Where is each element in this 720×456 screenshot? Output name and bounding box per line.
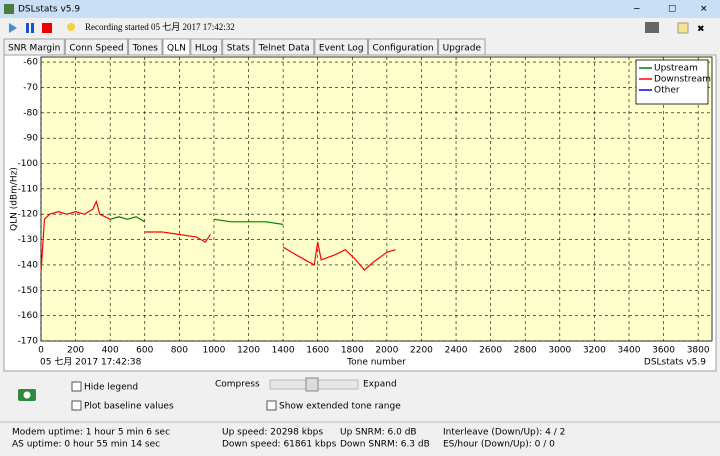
series-line	[110, 216, 284, 225]
tab-label: QLN	[167, 44, 186, 54]
x-tick-label: 3200	[583, 346, 606, 356]
x-tick-label: 200	[67, 346, 84, 356]
x-tick-label: 600	[136, 346, 153, 356]
x-tick-label: 3000	[548, 346, 571, 356]
x-tick-label: 3600	[652, 346, 675, 356]
minimize[interactable]: ─	[633, 5, 640, 15]
y-tick-label: -150	[18, 286, 39, 296]
chart-timestamp: 05 七月 2017 17:42:38	[40, 357, 142, 368]
window-icon[interactable]	[645, 22, 659, 33]
toolbar	[0, 18, 720, 38]
y-tick-label: -160	[18, 311, 39, 321]
x-tick-label: 800	[171, 346, 188, 356]
y-tick-label: -170	[18, 337, 39, 347]
pause-button[interactable]	[26, 23, 29, 33]
app-icon	[4, 4, 14, 14]
x-tick-label: 1200	[237, 346, 260, 356]
x-tick-label: 1800	[341, 346, 364, 356]
y-tick-label: -90	[23, 134, 38, 144]
tab-label: Upgrade	[443, 44, 482, 54]
tab-label: Configuration	[373, 44, 434, 54]
expand-label: Expand	[363, 380, 397, 390]
x-tick-label: 2600	[479, 346, 502, 356]
y-tick-label: -140	[18, 260, 39, 270]
tab-label: SNR Margin	[8, 44, 60, 54]
chart-credit: DSLstats v5.9	[644, 358, 706, 368]
x-axis-label: Tone number	[346, 358, 406, 368]
slider-thumb[interactable]	[305, 377, 319, 392]
status-item: Up speed: 20298 kbps	[222, 428, 323, 438]
recording-status: Recording started 05 七月 2017 17:42:32	[85, 22, 235, 32]
plot-area	[40, 56, 713, 342]
y-tick-label: -120	[18, 210, 39, 220]
checkbox[interactable]	[71, 381, 82, 392]
chart: -60 -70 -80 -90 -100 -110 -120 -130 -140 -150 -160…	[10, 56, 713, 368]
maximize[interactable]: ☐	[668, 5, 676, 15]
x-tick-label: 3800	[687, 346, 710, 356]
close[interactable]: ✕	[700, 5, 708, 15]
x-tick-label: 2800	[514, 346, 537, 356]
y-tick-label: -70	[23, 83, 38, 93]
play-button[interactable]	[9, 23, 17, 33]
note-icon[interactable]	[677, 22, 689, 34]
status-bar: Modem uptime: 1 hour 5 min 6 sec AS uptim…	[12, 428, 565, 450]
y-axis-label: QLN (dBm/Hz)	[10, 167, 20, 231]
window-title: DSLstats v5.9	[18, 5, 80, 15]
x-tick-label: 2200	[410, 346, 433, 356]
tab-label: Tones	[132, 44, 159, 54]
status-item: Down SNRM: 6.3 dB	[340, 440, 430, 450]
tab-label: HLog	[195, 44, 218, 54]
exit-icon[interactable]: ✖	[697, 25, 705, 35]
x-tick-label: 1600	[306, 346, 329, 356]
compress-label: Compress	[215, 380, 260, 390]
tab-label: Stats	[227, 44, 250, 54]
status-item: Interleave (Down/Up): 4 / 2	[443, 428, 565, 438]
extended-range-label: Show extended tone range	[279, 402, 401, 412]
x-tick-label: 1000	[202, 346, 225, 356]
legend-label: Upstream	[654, 64, 698, 74]
status-item: Modem uptime: 1 hour 5 min 6 sec	[12, 428, 170, 438]
y-tick-label: -130	[18, 235, 39, 245]
hide-legend-label: Hide legend	[84, 383, 138, 393]
camera-lens	[23, 391, 31, 399]
status-item: Down speed: 61861 kbps	[222, 440, 337, 450]
tab-label: Telnet Data	[258, 44, 310, 54]
y-tick-label: -60	[23, 58, 38, 68]
status-item: Up SNRM: 6.0 dB	[340, 428, 417, 438]
tab-strip: SNR Margin Conn Speed Tones QLN HLog Stats Tel…	[3, 38, 486, 56]
tab-label: Event Log	[319, 44, 364, 54]
x-tick-label: 2400	[445, 346, 468, 356]
x-tick-label: 400	[102, 346, 119, 356]
legend-label: Other	[654, 86, 680, 96]
y-tick-label: -110	[18, 184, 39, 194]
series-line	[40, 199, 396, 273]
baseline-label: Plot baseline values	[84, 402, 174, 412]
y-tick-label: -80	[23, 108, 38, 118]
y-tick-label: -100	[18, 159, 39, 169]
pause-button-bar	[31, 23, 34, 33]
stop-button[interactable]	[42, 23, 52, 33]
bulb-icon[interactable]	[67, 23, 75, 31]
title-bar	[0, 0, 720, 18]
checkbox[interactable]	[266, 400, 277, 411]
x-tick-label: 0	[38, 346, 44, 356]
x-tick-label: 3400	[618, 346, 641, 356]
legend-label: Downstream	[654, 75, 711, 85]
checkbox[interactable]	[71, 400, 82, 411]
status-item: ES/hour (Down/Up): 0 / 0	[443, 440, 555, 450]
tab-label: Conn Speed	[69, 44, 123, 54]
status-item: AS uptime: 0 hour 55 min 14 sec	[12, 440, 160, 450]
x-tick-label: 2000	[375, 346, 398, 356]
x-tick-label: 1400	[272, 346, 295, 356]
